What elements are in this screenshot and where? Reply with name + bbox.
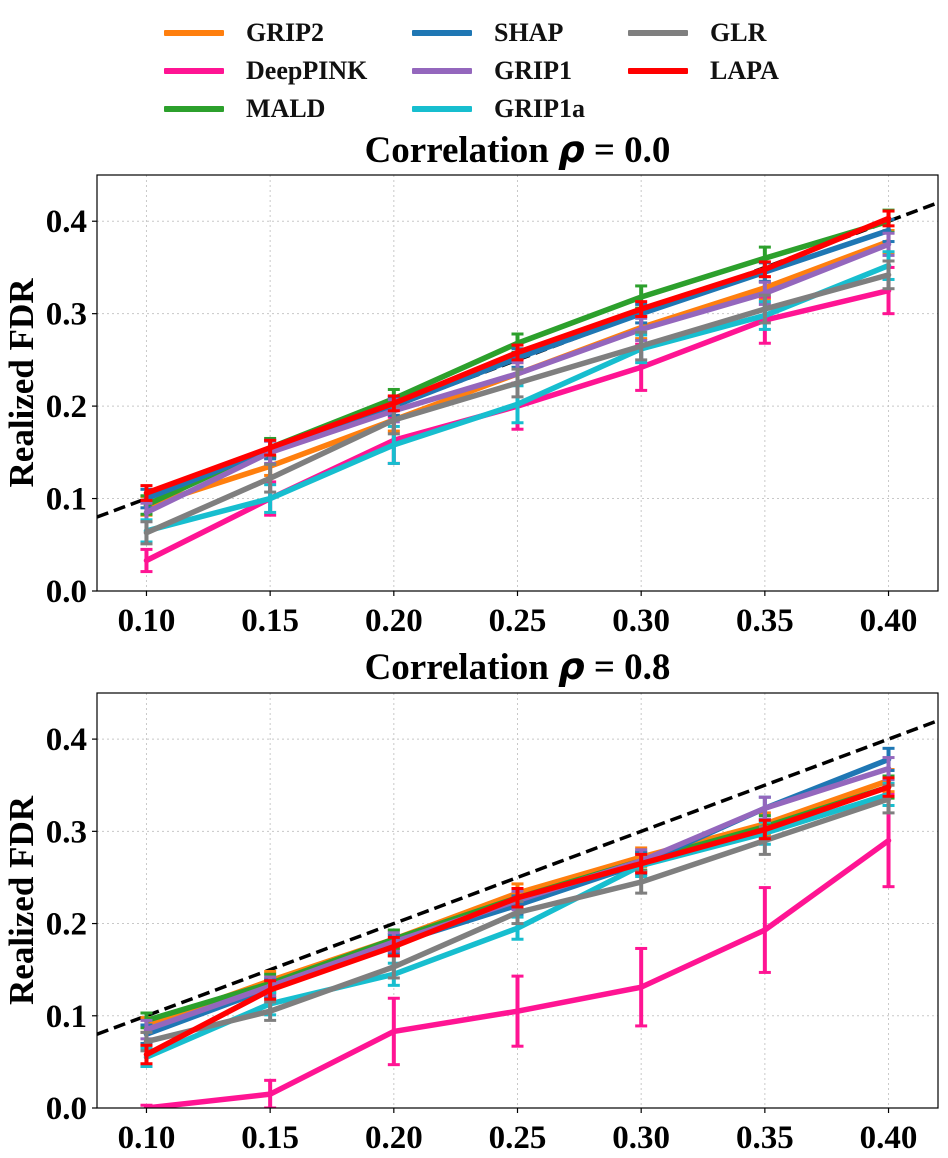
legend-swatch-lapa [628, 68, 688, 74]
legend-swatch-deeppink [164, 68, 224, 74]
y-tick-label: 0.2 [46, 907, 87, 943]
x-tick-label: 0.15 [241, 603, 299, 639]
title-suffix: = 0.0 [585, 130, 671, 171]
x-tick-label: 0.30 [612, 603, 670, 639]
legend-swatch-mald [164, 106, 224, 112]
y-tick-label: 0.1 [46, 999, 87, 1035]
legend-swatch-shap [412, 30, 472, 36]
legend-item-grip2: GRIP2 [164, 14, 324, 52]
legend-item-lapa: LAPA [628, 52, 779, 90]
legend-item-deeppink: DeepPINK [164, 52, 367, 90]
y-axis-label: Realized FDR [2, 795, 41, 1005]
y-tick-label: 0.4 [46, 722, 87, 758]
x-tick-label: 0.20 [365, 1120, 423, 1156]
legend-item-grip1: GRIP1 [412, 52, 572, 90]
x-tick-label: 0.20 [365, 603, 423, 639]
legend-item-glr: GLR [628, 14, 766, 52]
chart-panel-2: 0.10 0.15 0.20 0.25 0.30 0.35 0.40 0.0 0.1 0.2 0.3… [2, 645, 939, 1156]
legend-label-grip2: GRIP2 [246, 18, 324, 47]
chart-legend: GRIP2 DeepPINK MALD SHAP GRIP1 GRIP1a GL… [160, 14, 820, 132]
legend-label-grip1: GRIP1 [494, 56, 572, 85]
series-lapa [140, 776, 895, 1066]
y-tick-label: 0.3 [46, 297, 87, 333]
legend-label-glr: GLR [710, 18, 767, 47]
legend-swatch-grip1 [412, 68, 472, 74]
x-tick-label: 0.25 [489, 1120, 547, 1156]
legend-item-mald: MALD [164, 90, 325, 128]
y-axis-label: Realized FDR [2, 278, 41, 488]
legend-item-shap: SHAP [412, 14, 563, 52]
series-lapa [140, 209, 895, 502]
title-symbol: ρ [558, 128, 585, 171]
y-tick-label: 0.1 [46, 482, 87, 518]
title-symbol: ρ [558, 645, 585, 688]
y-tick-label: 0.0 [46, 574, 87, 610]
x-tick-label: 0.40 [860, 603, 918, 639]
plot-area [97, 719, 938, 1108]
title-prefix: Correlation [365, 647, 559, 688]
x-tick-label: 0.10 [118, 603, 176, 639]
legend-label-grip1a: GRIP1a [494, 94, 585, 123]
title-prefix: Correlation [365, 130, 559, 171]
legend-label-deeppink: DeepPINK [246, 56, 368, 85]
x-tick-label: 0.15 [241, 1120, 299, 1156]
x-tick-label: 0.40 [860, 1120, 918, 1156]
legend-label-mald: MALD [246, 94, 326, 123]
chart-title: Correlation ρ = 0.8 [365, 645, 671, 688]
legend-swatch-glr [628, 30, 688, 36]
legend-label-lapa: LAPA [710, 56, 779, 85]
x-tick-label: 0.35 [736, 1120, 794, 1156]
x-tick-label: 0.35 [736, 603, 794, 639]
x-tick-label: 0.30 [612, 1120, 670, 1156]
series-glr [140, 259, 895, 546]
x-tick-label: 0.10 [118, 1120, 176, 1156]
title-suffix: = 0.8 [585, 647, 671, 688]
y-tick-label: 0.2 [46, 389, 87, 425]
legend-swatch-grip1a [412, 106, 472, 112]
y-tick-label: 0.0 [46, 1091, 87, 1127]
y-tick-label: 0.3 [46, 814, 87, 850]
reference-line-y-equals-x [97, 719, 938, 1036]
legend-item-grip1a: GRIP1a [412, 90, 585, 128]
chart-panel-1: 0.10 0.15 0.20 0.25 0.30 0.35 0.40 0.0 0.1 0.2 0.3… [2, 128, 939, 639]
legend-swatch-grip2 [164, 30, 224, 36]
x-tick-label: 0.25 [489, 603, 547, 639]
plot-area [97, 201, 938, 574]
chart-title: Correlation ρ = 0.0 [365, 128, 671, 171]
legend-label-shap: SHAP [494, 18, 564, 47]
y-tick-label: 0.4 [46, 204, 87, 240]
